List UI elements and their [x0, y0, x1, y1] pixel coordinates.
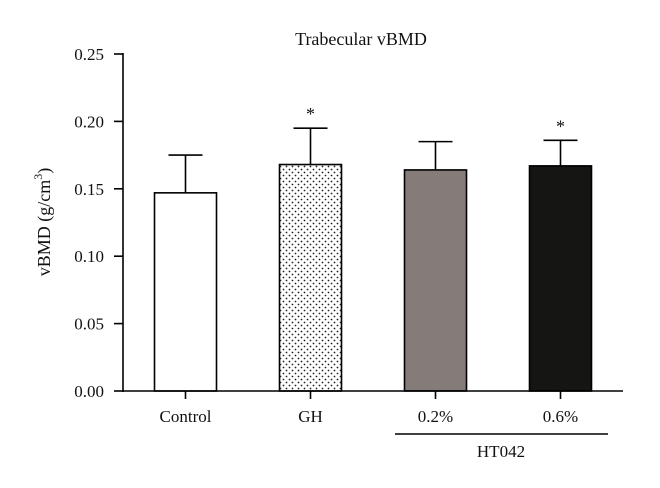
x-category-label: Control — [160, 407, 212, 426]
x-category-label: 0.6% — [543, 407, 578, 426]
error-bars — [168, 127, 578, 193]
significance-asterisk: * — [306, 104, 315, 124]
bar-gh — [278, 163, 343, 392]
bar-02 — [403, 169, 468, 392]
bar-control — [153, 192, 218, 392]
significance-asterisk: * — [556, 116, 565, 136]
y-tick-label: 0.05 — [74, 315, 104, 334]
significance-markers: ** — [306, 104, 565, 136]
x-axis-tick-marks — [184, 391, 562, 399]
bar-06 — [528, 165, 593, 392]
y-axis-label: vBMD (g/cm3) — [31, 168, 55, 277]
y-tick-label: 0.10 — [74, 247, 104, 266]
y-tick-label: 0.25 — [74, 45, 104, 64]
y-axis-label-close: ) — [34, 168, 55, 174]
x-category-label: 0.2% — [418, 407, 453, 426]
bars — [153, 163, 593, 392]
y-tick-label: 0.00 — [74, 382, 104, 401]
y-axis-label-superscript: 3 — [31, 174, 45, 180]
y-axis-label-text: vBMD (g/cm — [34, 180, 55, 277]
x-category-label: GH — [298, 407, 323, 426]
chart-title: Trabecular vBMD — [295, 29, 427, 49]
x-axis-category-labels: Control GH 0.2% 0.6% — [160, 407, 579, 426]
y-axis-ticks: 0.00 0.05 0.10 0.15 0.20 0.25 — [74, 45, 123, 401]
y-tick-label: 0.20 — [74, 112, 104, 131]
group-bracket-label: HT042 — [477, 442, 525, 461]
y-tick-label: 0.15 — [74, 180, 104, 199]
